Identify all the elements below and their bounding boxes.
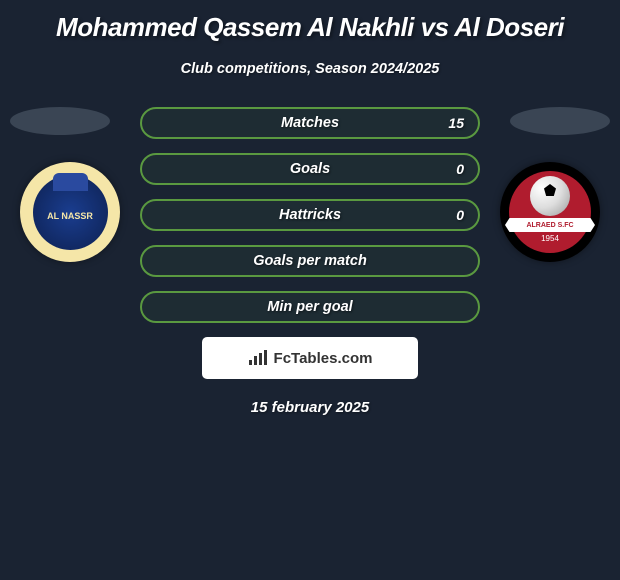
stat-value-right: 0 — [456, 207, 464, 223]
stat-row-matches: Matches 15 — [140, 107, 480, 139]
crown-icon — [53, 173, 88, 191]
stat-label: Min per goal — [267, 299, 352, 315]
chart-icon — [248, 350, 268, 366]
date-label: 15 february 2025 — [0, 399, 620, 416]
right-club-badge: ALRAED S.FC 1954 — [500, 162, 600, 262]
stats-panel: AL NASSR ALRAED S.FC 1954 Matches 15 Goa… — [0, 107, 620, 323]
left-player-placeholder — [10, 107, 110, 135]
right-player-placeholder — [510, 107, 610, 135]
right-club-badge-inner: ALRAED S.FC 1954 — [509, 171, 591, 253]
stat-label: Hattricks — [279, 207, 341, 223]
right-badge-year: 1954 — [541, 234, 559, 243]
left-club-badge-inner: AL NASSR — [33, 175, 108, 250]
stat-rows-container: Matches 15 Goals 0 Hattricks 0 Goals per… — [140, 107, 480, 323]
stat-label: Goals — [290, 161, 330, 177]
stat-value-right: 0 — [456, 161, 464, 177]
stat-value-right: 15 — [448, 115, 464, 131]
left-club-badge: AL NASSR — [20, 162, 120, 262]
source-attribution: FcTables.com — [202, 337, 418, 379]
soccer-ball-icon — [530, 176, 570, 216]
stat-row-min-per-goal: Min per goal — [140, 291, 480, 323]
stat-row-goals: Goals 0 — [140, 153, 480, 185]
stat-row-goals-per-match: Goals per match — [140, 245, 480, 277]
comparison-title: Mohammed Qassem Al Nakhli vs Al Doseri — [0, 0, 620, 43]
season-subtitle: Club competitions, Season 2024/2025 — [0, 61, 620, 77]
source-text: FcTables.com — [274, 350, 373, 367]
stat-label: Goals per match — [253, 253, 367, 269]
stat-row-hattricks: Hattricks 0 — [140, 199, 480, 231]
stat-label: Matches — [281, 115, 339, 131]
right-badge-banner: ALRAED S.FC — [505, 218, 595, 232]
left-badge-text: AL NASSR — [47, 211, 93, 221]
